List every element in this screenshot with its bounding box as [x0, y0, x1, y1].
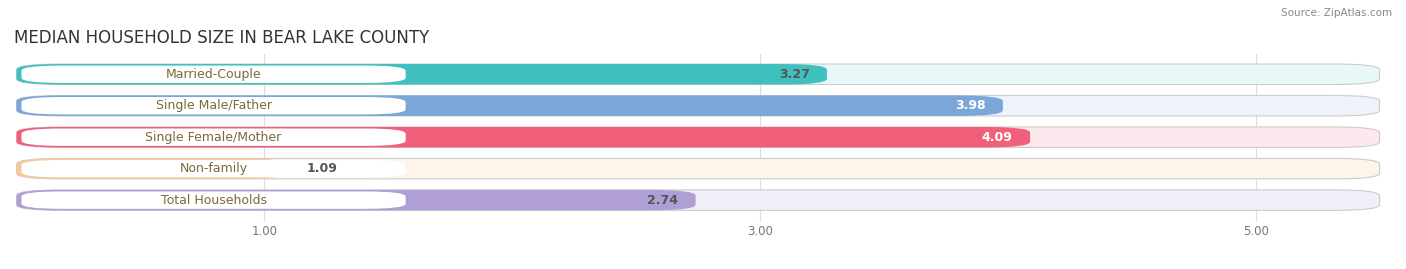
Text: 3.27: 3.27 — [779, 68, 810, 81]
FancyBboxPatch shape — [17, 127, 1379, 147]
FancyBboxPatch shape — [17, 64, 1379, 84]
FancyBboxPatch shape — [17, 190, 696, 210]
FancyBboxPatch shape — [21, 97, 405, 114]
FancyBboxPatch shape — [21, 66, 405, 83]
Text: 1.09: 1.09 — [307, 162, 337, 175]
Text: 4.09: 4.09 — [981, 131, 1012, 144]
FancyBboxPatch shape — [17, 190, 1379, 210]
FancyBboxPatch shape — [17, 64, 827, 84]
Text: Single Male/Father: Single Male/Father — [156, 99, 271, 112]
FancyBboxPatch shape — [17, 158, 287, 179]
FancyBboxPatch shape — [17, 95, 1002, 116]
Text: Non-family: Non-family — [180, 162, 247, 175]
Text: MEDIAN HOUSEHOLD SIZE IN BEAR LAKE COUNTY: MEDIAN HOUSEHOLD SIZE IN BEAR LAKE COUNT… — [14, 29, 429, 47]
Text: 2.74: 2.74 — [647, 194, 678, 207]
FancyBboxPatch shape — [17, 95, 1379, 116]
Text: Source: ZipAtlas.com: Source: ZipAtlas.com — [1281, 8, 1392, 18]
Text: Married-Couple: Married-Couple — [166, 68, 262, 81]
FancyBboxPatch shape — [21, 192, 405, 209]
FancyBboxPatch shape — [21, 160, 405, 177]
FancyBboxPatch shape — [17, 127, 1031, 147]
Text: Single Female/Mother: Single Female/Mother — [145, 131, 281, 144]
FancyBboxPatch shape — [21, 129, 405, 146]
Text: Total Households: Total Households — [160, 194, 267, 207]
FancyBboxPatch shape — [17, 158, 1379, 179]
Text: 3.98: 3.98 — [955, 99, 986, 112]
